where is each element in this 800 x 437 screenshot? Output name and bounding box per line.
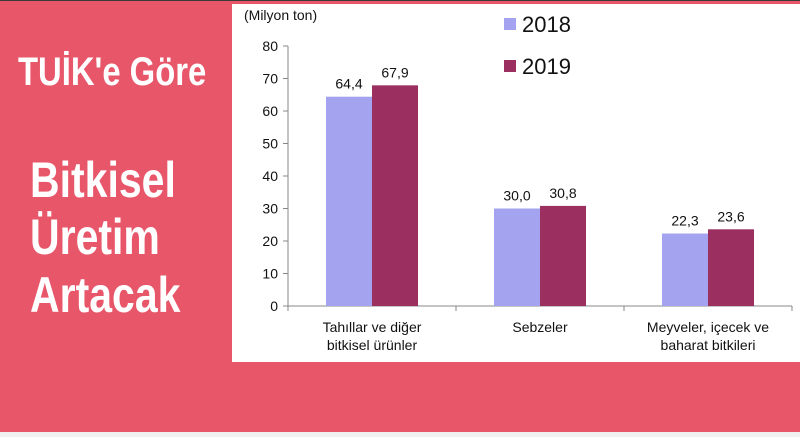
bar-2018 <box>662 233 708 306</box>
headline-word-1: Bitkisel <box>30 152 176 208</box>
chart-panel: (Milyon ton) 0 10 20 30 40 50 60 70 80 Tahıllar v… <box>232 4 800 362</box>
chart-bars: 64,4 67,9 30,0 30,8 22,3 23,6 <box>326 64 754 306</box>
bar-2019 <box>372 85 418 306</box>
bar-2019 <box>708 229 754 306</box>
y-tick-label: 80 <box>262 38 278 54</box>
bar-value-label: 67,9 <box>381 64 408 80</box>
x-category-label-line: baharat bitkileri <box>661 337 756 353</box>
y-tick-label: 10 <box>262 266 278 282</box>
top-border-line <box>0 0 800 1</box>
bar-2018 <box>494 208 540 306</box>
chart-axes: 0 10 20 30 40 50 60 70 80 Tahıllar ve diğer bitkis… <box>262 38 793 353</box>
y-tick-label: 70 <box>262 71 278 87</box>
x-category-label: Sebzeler <box>512 319 568 335</box>
legend-swatch-2018 <box>504 18 516 30</box>
bar-value-label: 30,0 <box>503 188 530 204</box>
x-category-label-line: Tahıllar ve diğer <box>323 319 422 335</box>
x-category-label: Meyveler, içecek ve baharat bitkileri <box>647 319 769 353</box>
x-category-label-line: Sebzeler <box>512 319 568 335</box>
x-category-label: Tahıllar ve diğer bitkisel ürünler <box>323 319 422 353</box>
headline-word-3: Artacak <box>30 267 181 323</box>
x-category-label-line: bitkisel ürünler <box>327 337 418 353</box>
y-tick-label: 60 <box>262 103 278 119</box>
bar-2018 <box>326 96 372 306</box>
y-tick-label: 40 <box>262 168 278 184</box>
y-tick-label: 0 <box>270 298 278 314</box>
y-tick-label: 30 <box>262 201 278 217</box>
bar-value-label: 30,8 <box>549 185 576 201</box>
x-category-label-line: Meyveler, içecek ve <box>647 319 769 335</box>
bar-chart: (Milyon ton) 0 10 20 30 40 50 60 70 80 Tahıllar v… <box>244 7 793 353</box>
y-axis-unit-label: (Milyon ton) <box>244 7 317 23</box>
chart-legend: 2018 2019 <box>504 12 571 79</box>
legend-label-2018: 2018 <box>522 12 571 37</box>
y-tick-label: 50 <box>262 136 278 152</box>
headline-word-2: Üretim <box>30 209 160 265</box>
legend-swatch-2019 <box>504 60 516 72</box>
bar-value-label: 64,4 <box>335 76 362 92</box>
bottom-strip <box>0 432 800 437</box>
bar-2019 <box>540 205 586 306</box>
bar-value-label: 22,3 <box>671 213 698 229</box>
bar-value-label: 23,6 <box>717 208 744 224</box>
y-tick-label: 20 <box>262 233 278 249</box>
legend-label-2019: 2019 <box>522 54 571 79</box>
headline-source: TUİK'e Göre <box>18 50 207 94</box>
